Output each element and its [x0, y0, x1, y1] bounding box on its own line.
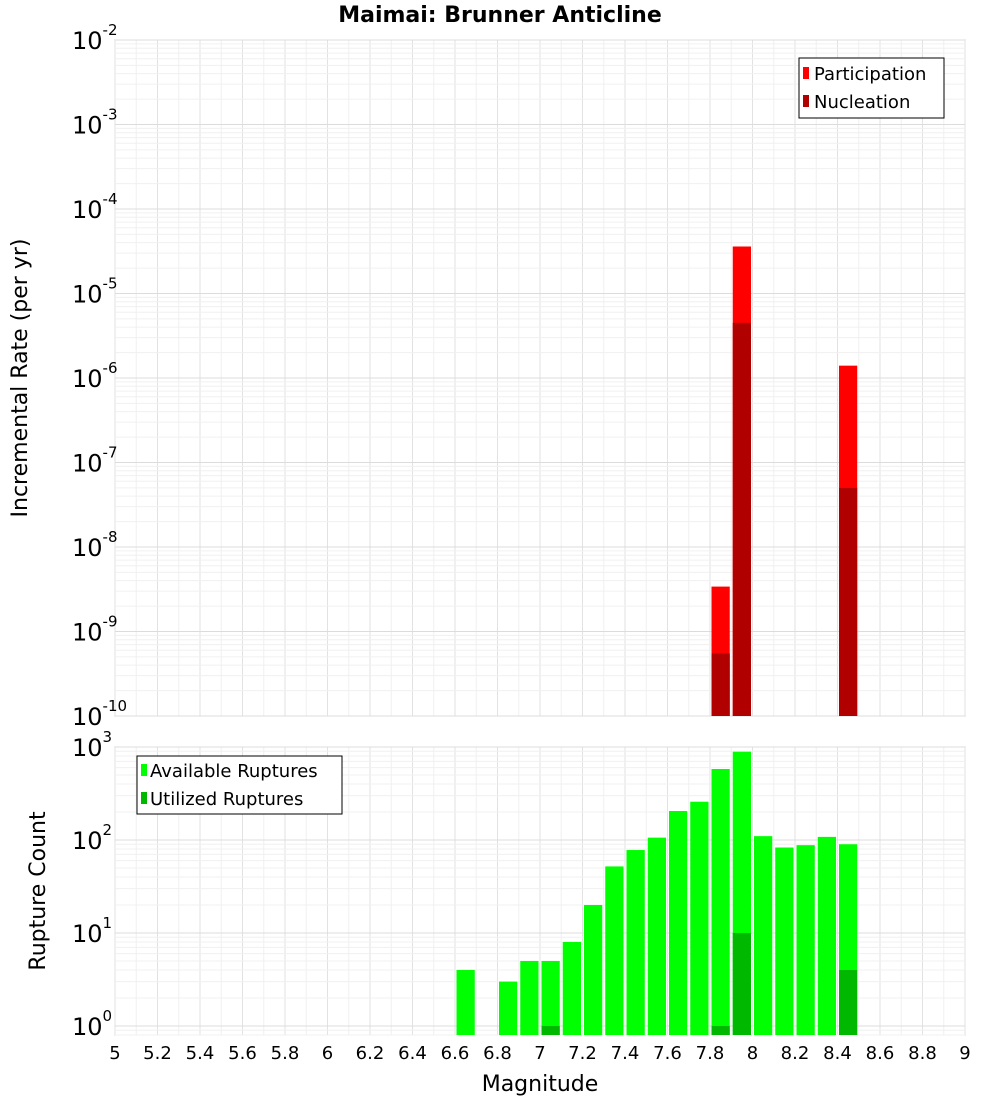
top-bar-nucleation — [711, 653, 730, 716]
x-tick-label: 7 — [534, 1043, 545, 1064]
bottom-bar-available-ruptures — [711, 769, 730, 1035]
bottom-bar-available-ruptures — [647, 837, 666, 1035]
bottom-bar-available-ruptures — [456, 969, 475, 1035]
bottom-bar-utilized-ruptures — [541, 1025, 560, 1035]
x-tick-label: 7.4 — [611, 1043, 640, 1064]
bottom-panel: 103 102 101 100 Rupture Count Available Rup… — [26, 728, 966, 1041]
top-y-tick-labels: 10-2 10-3 10-4 10-5 10-6 10-7 10-8 10-9 10-10 — [72, 21, 127, 731]
bottom-bar-available-ruptures — [754, 836, 773, 1035]
bottom-bar-utilized-ruptures — [732, 932, 751, 1035]
bottom-bar-utilized-ruptures — [839, 969, 858, 1035]
legend-label-participation: Participation — [814, 64, 926, 85]
legend-swatch-participation — [803, 67, 809, 79]
legend-label-available-ruptures: Available Ruptures — [150, 761, 318, 782]
bottom-legend-box — [136, 755, 343, 815]
x-tick-label: 8.4 — [823, 1043, 852, 1064]
bottom-bars — [456, 751, 858, 1035]
legend-swatch-available-ruptures — [141, 764, 147, 776]
x-tick-label: 7.8 — [696, 1043, 725, 1064]
x-tick-labels: 5 5.2 5.4 5.6 5.8 6 6.2 6.4 6.6 6.8 7 7.2 7.4 7.6 7.8 8… — [109, 1043, 970, 1064]
y-tick-label: 10-7 — [72, 444, 118, 478]
x-tick-label: 5.6 — [228, 1043, 257, 1064]
y-tick-label: 10-9 — [72, 613, 118, 647]
x-tick-label: 6.4 — [398, 1043, 427, 1064]
legend-label-utilized-ruptures: Utilized Ruptures — [150, 789, 303, 810]
bottom-bar-available-ruptures — [817, 836, 836, 1035]
y-tick-label: 10-10 — [72, 697, 127, 731]
top-bar-nucleation — [839, 487, 858, 716]
top-legend: Participation Nucleation — [798, 57, 945, 119]
y-tick-label: 103 — [72, 728, 112, 762]
x-tick-label: 8 — [747, 1043, 758, 1064]
top-legend-box — [798, 57, 945, 119]
x-tick-label: 8.2 — [781, 1043, 810, 1064]
top-bar-nucleation — [732, 322, 751, 716]
bottom-bar-utilized-ruptures — [711, 1025, 730, 1035]
x-tick-label: 5.8 — [271, 1043, 300, 1064]
top-y-axis-label: Incremental Rate (per yr) — [8, 239, 33, 518]
bottom-bar-available-ruptures — [584, 904, 603, 1035]
x-tick-label: 6.6 — [441, 1043, 470, 1064]
x-tick-label: 6.2 — [356, 1043, 385, 1064]
bottom-bar-available-ruptures — [541, 960, 560, 1035]
chart-title: Maimai: Brunner Anticline — [338, 3, 662, 28]
x-tick-label: 5.4 — [186, 1043, 215, 1064]
y-tick-label: 10-2 — [72, 21, 118, 55]
y-tick-label: 10-3 — [72, 106, 118, 140]
x-tick-label: 5 — [109, 1043, 120, 1064]
x-tick-label: 8.8 — [908, 1043, 937, 1064]
legend-label-nucleation: Nucleation — [814, 92, 910, 113]
y-tick-label: 10-4 — [72, 190, 118, 224]
x-tick-label: 7.2 — [568, 1043, 597, 1064]
bottom-bar-available-ruptures — [520, 960, 539, 1035]
bottom-bar-available-ruptures — [669, 811, 688, 1035]
y-tick-label: 10-8 — [72, 528, 118, 562]
bottom-bar-available-ruptures — [690, 801, 709, 1035]
x-tick-label: 5.2 — [143, 1043, 172, 1064]
x-tick-label: 6 — [322, 1043, 333, 1064]
top-bars — [711, 246, 858, 716]
legend-swatch-nucleation — [803, 95, 809, 107]
x-tick-label: 8.6 — [866, 1043, 895, 1064]
x-axis-label: Magnitude — [482, 1072, 599, 1097]
x-tick-label: 9 — [959, 1043, 970, 1064]
bottom-y-axis-label: Rupture Count — [26, 811, 51, 971]
y-tick-label: 100 — [72, 1007, 112, 1041]
x-tick-label: 6.8 — [483, 1043, 512, 1064]
y-tick-label: 101 — [72, 914, 112, 948]
bottom-bar-available-ruptures — [775, 847, 794, 1035]
bottom-legend: Available Ruptures Utilized Ruptures — [136, 755, 343, 815]
legend-swatch-utilized-ruptures — [141, 792, 147, 804]
y-tick-label: 10-5 — [72, 275, 118, 309]
bottom-bar-available-ruptures — [499, 981, 518, 1035]
y-tick-label: 102 — [72, 821, 112, 855]
bottom-y-tick-labels: 103 102 101 100 — [72, 728, 112, 1041]
bottom-bar-available-ruptures — [562, 942, 581, 1035]
bottom-bar-available-ruptures — [626, 850, 645, 1035]
top-panel: 10-2 10-3 10-4 10-5 10-6 10-7 10-8 10-9 10-10 In… — [8, 21, 966, 731]
bottom-bar-available-ruptures — [605, 866, 624, 1035]
bottom-bar-available-ruptures — [796, 845, 815, 1035]
top-gridlines — [114, 39, 966, 717]
x-tick-label: 7.6 — [653, 1043, 682, 1064]
y-tick-label: 10-6 — [72, 359, 118, 393]
